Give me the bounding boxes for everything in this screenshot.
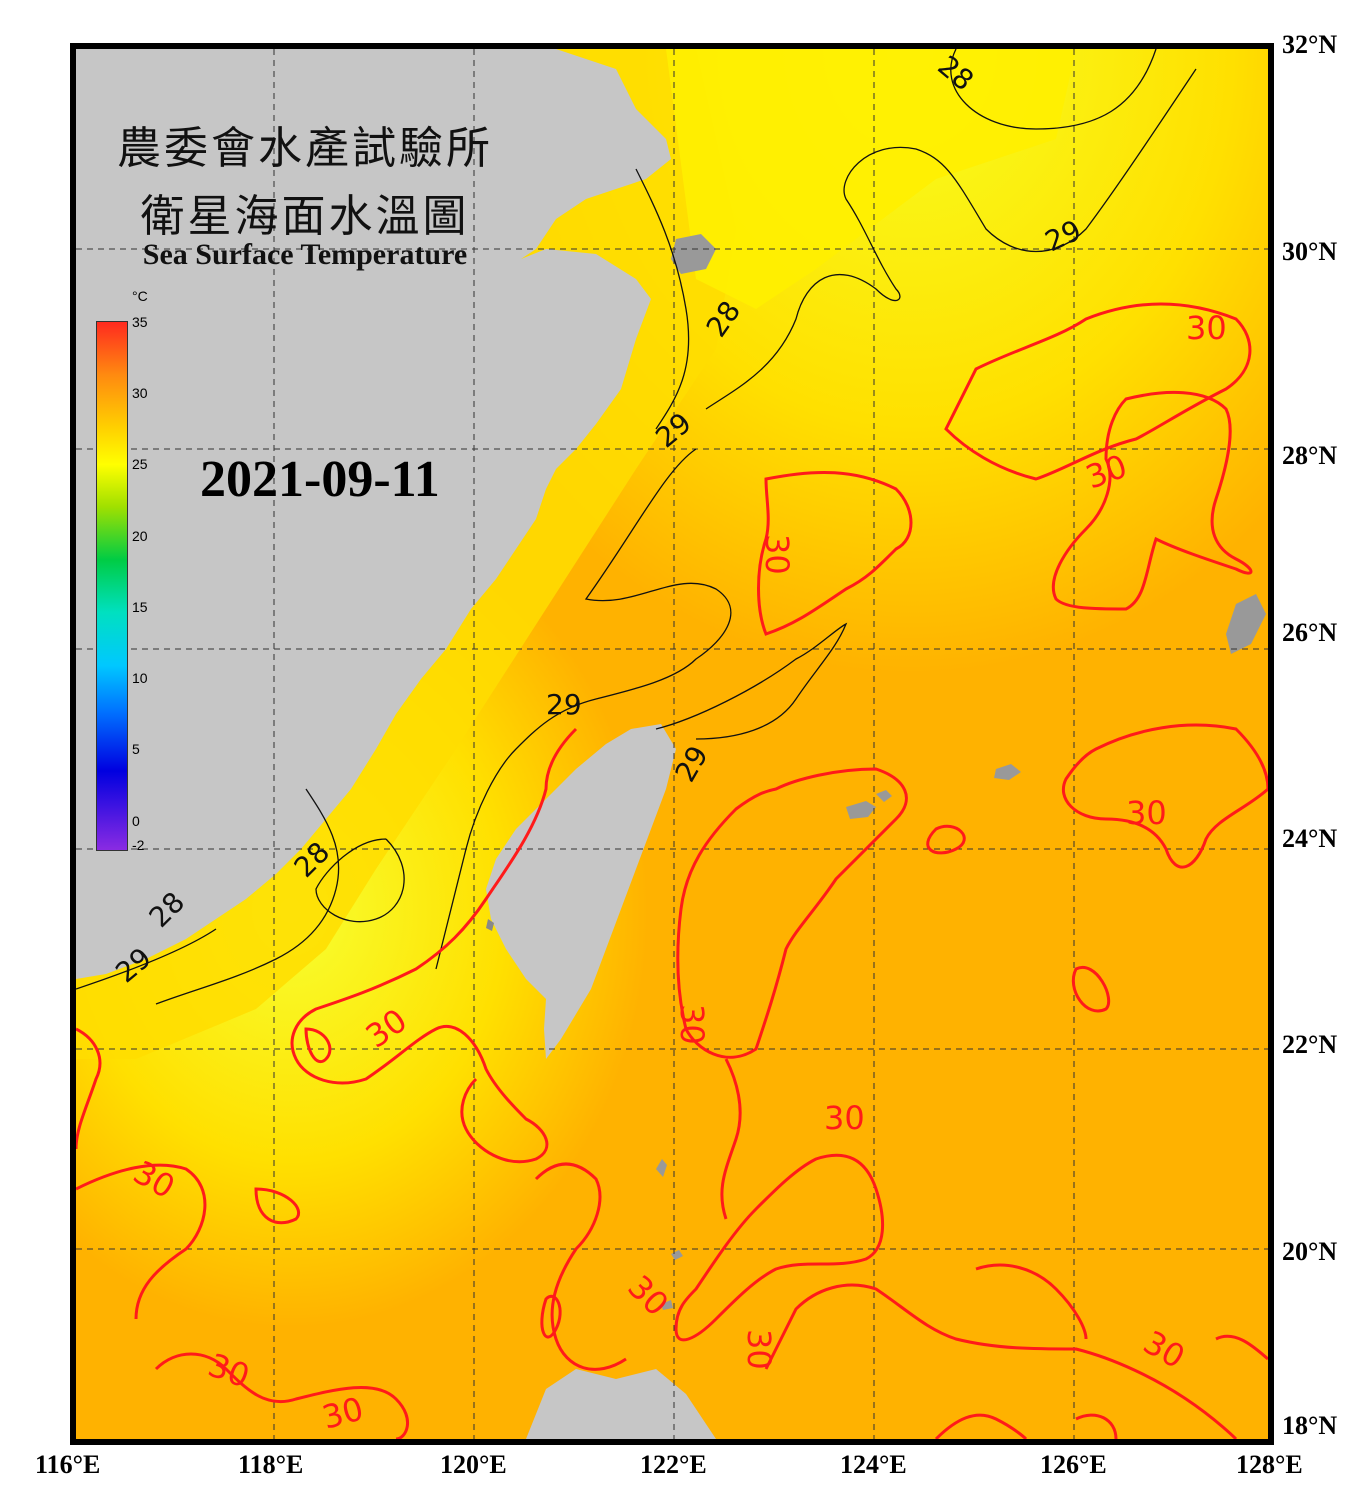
contour-label-30-g: 30 bbox=[824, 1099, 865, 1137]
contour-label-29-strait: 29 bbox=[546, 688, 582, 721]
colorbar-tick-10: 10 bbox=[132, 670, 148, 686]
lat-label-28n: 28°N bbox=[1282, 441, 1338, 470]
luzon-island bbox=[526, 1369, 716, 1439]
temperature-colorbar bbox=[96, 321, 128, 851]
date-label: 2021-09-11 bbox=[200, 451, 440, 508]
contours-30 bbox=[76, 302, 1268, 1439]
lon-label-122e: 122°E bbox=[640, 1450, 707, 1479]
title-chinese-line2: 衛星海面水溫圖 bbox=[140, 191, 470, 242]
island-penghu bbox=[486, 919, 494, 931]
lat-lon-grid bbox=[76, 49, 1268, 1439]
lat-label-18n: 18°N bbox=[1282, 1411, 1338, 1440]
title-chinese-line1: 農委會水產試驗所 bbox=[117, 123, 493, 174]
colorbar-tick-35: 35 bbox=[132, 314, 148, 330]
lat-label-20n: 20°N bbox=[1282, 1237, 1338, 1266]
contours-29 bbox=[76, 49, 1197, 1005]
contour-label-30-c: 30 bbox=[758, 534, 796, 575]
lon-label-124e: 124°E bbox=[840, 1450, 907, 1479]
lon-label-128e: 128°E bbox=[1236, 1450, 1303, 1479]
contour-label-30-d: 30 bbox=[1126, 794, 1167, 832]
lon-label-126e: 126°E bbox=[1040, 1450, 1107, 1479]
lon-label-120e: 120°E bbox=[440, 1450, 507, 1479]
island-okinawa bbox=[1226, 594, 1266, 654]
lon-label-118e: 118°E bbox=[238, 1450, 304, 1479]
lat-label-26n: 26°N bbox=[1282, 618, 1338, 647]
lat-label-32n: 32°N bbox=[1282, 30, 1338, 59]
lat-label-30n: 30°N bbox=[1282, 237, 1338, 266]
contour-label-30-a: 30 bbox=[1186, 309, 1227, 347]
contour-label-30-j: 30 bbox=[740, 1329, 778, 1370]
shelf-yellow-north bbox=[666, 49, 1076, 309]
colorbar-tick-5: 5 bbox=[132, 741, 140, 757]
colorbar-tick-20: 20 bbox=[132, 528, 148, 544]
lat-label-24n: 24°N bbox=[1282, 824, 1338, 853]
islands-zhoushan bbox=[671, 234, 716, 274]
title-english: Sea Surface Temperature bbox=[142, 238, 468, 271]
mainland-china bbox=[76, 49, 671, 979]
island-miyako bbox=[994, 764, 1021, 780]
colorbar-tick-0: 0 bbox=[132, 813, 140, 829]
island-yaeyama bbox=[846, 790, 892, 819]
lat-label-22n: 22°N bbox=[1282, 1030, 1338, 1059]
colorbar-tick-minus2: -2 bbox=[132, 837, 145, 853]
sst-map: 28 29 28 29 29 29 28 28 29 30 30 30 30 3… bbox=[70, 43, 1274, 1445]
colorbar-tick-15: 15 bbox=[132, 599, 148, 615]
colorbar-tick-25: 25 bbox=[132, 456, 148, 472]
sst-map-canvas: 28 29 28 29 29 29 28 28 29 30 30 30 30 3… bbox=[76, 49, 1268, 1439]
lon-label-116e: 116°E bbox=[35, 1450, 101, 1479]
colorbar-tick-30: 30 bbox=[132, 385, 148, 401]
colorbar-unit: °C bbox=[132, 288, 148, 304]
taiwan-island bbox=[486, 724, 676, 1059]
contour-label-30-f: 30 bbox=[673, 1004, 711, 1045]
